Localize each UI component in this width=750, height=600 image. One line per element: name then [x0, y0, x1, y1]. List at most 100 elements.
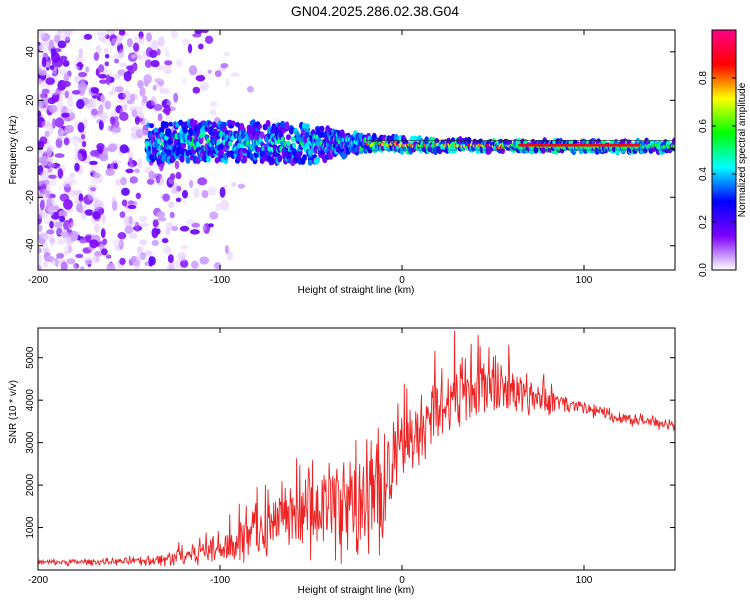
spectrogram-cell	[46, 229, 55, 235]
spectrogram-x-ticks: -200 -100 0 100	[28, 30, 593, 286]
spectrogram-cell	[111, 200, 118, 211]
spectrogram-cell	[54, 221, 64, 229]
spectrogram-cell	[164, 60, 173, 66]
spectrogram-cell	[38, 78, 43, 84]
spectrogram-cell	[66, 258, 76, 265]
spectrogram-cell	[150, 39, 160, 50]
spectrogram-cell	[636, 143, 641, 147]
spectrogram-cell	[230, 72, 240, 77]
spectrogram-cell	[96, 31, 105, 36]
spectrogram-cell	[57, 69, 68, 76]
spectrogram-cell	[118, 239, 124, 250]
spectrogram-cell	[117, 69, 126, 76]
spectrogram-cell	[177, 252, 187, 261]
spectrogram-cell	[79, 58, 87, 63]
spectrogram-cell	[52, 118, 57, 129]
spectrogram-cell	[224, 244, 229, 255]
y-tick-label: 5000	[25, 346, 36, 369]
spectrogram-cell	[139, 239, 148, 246]
spectrogram-cell	[111, 37, 121, 47]
spectrogram-cell	[137, 158, 142, 169]
spectrogram-cell	[79, 238, 87, 244]
spectrogram-cell	[49, 65, 55, 71]
x-tick-label: 100	[576, 275, 593, 286]
spectrogram-cell	[153, 104, 163, 111]
spectrogram-cell	[165, 50, 170, 58]
y-tick-label: 0	[25, 146, 36, 152]
spectrogram-cell	[63, 176, 74, 185]
spectrogram-cell	[50, 46, 56, 57]
spectrogram-cell	[114, 38, 123, 46]
spectrogram-cell	[221, 125, 227, 133]
spectrogram-cell	[61, 112, 70, 118]
x-tick-label: -100	[210, 575, 230, 586]
spectrogram-cell	[180, 259, 189, 268]
spectrogram-cell	[43, 220, 50, 225]
spectrogram-cell	[199, 256, 210, 265]
spectrogram-cell	[126, 99, 135, 105]
spectrogram-cell	[73, 75, 84, 84]
spectrogram-cell	[165, 222, 175, 231]
spectrogram-cell	[169, 173, 176, 181]
spectrogram-cell	[142, 124, 149, 136]
spectrogram-cell	[216, 139, 221, 146]
spectrogram-cell	[292, 142, 297, 149]
spectrogram-cell	[39, 157, 47, 164]
spectrogram-cell	[41, 88, 50, 95]
spectrogram-cell	[185, 156, 191, 164]
spectrogram-cell	[38, 30, 45, 40]
spectrogram-cell	[209, 109, 217, 115]
spectrogram-cell	[98, 73, 107, 79]
spectrogram-cell	[61, 231, 72, 240]
spectrogram-cell	[213, 262, 222, 270]
spectrogram-cell	[163, 245, 172, 255]
spectrogram-cell	[38, 164, 44, 176]
spectrogram-cell	[130, 132, 139, 140]
spectrogram-cell	[218, 148, 224, 157]
spectrogram-cell	[54, 34, 61, 41]
spectrogram-cell	[197, 177, 208, 186]
spectrogram-cell	[68, 112, 76, 121]
spectrogram-cell	[137, 54, 143, 61]
spectrogram-cell	[111, 126, 117, 135]
spectrogram-cell	[118, 30, 126, 36]
spectrogram-cell	[41, 120, 51, 128]
spectrogram-cell	[96, 143, 105, 151]
spectrogram-cell	[117, 232, 127, 240]
spectrogram-cell	[38, 44, 43, 50]
spectrogram-cell	[44, 190, 50, 195]
spectrogram-cell	[76, 54, 83, 62]
spectrogram-cell	[46, 145, 55, 152]
spectrogram-cell	[215, 202, 221, 212]
spectrogram-cell	[139, 222, 150, 227]
spectrogram-cell	[94, 200, 105, 210]
spectrogram-cell	[280, 120, 286, 128]
spectrogram-cell	[135, 192, 142, 200]
spectrogram-cell	[137, 80, 144, 89]
spectrogram-cell	[52, 68, 58, 74]
spectrogram-cell	[94, 223, 100, 233]
spectrogram-cell	[225, 78, 230, 87]
spectrogram-cell	[73, 200, 84, 205]
snr-series-line	[38, 330, 675, 567]
snr-marks	[38, 330, 675, 567]
spectrogram-cell	[179, 225, 190, 232]
spectrogram-cell	[55, 137, 63, 149]
spectrogram-cell	[131, 109, 138, 118]
spectrogram-cell	[117, 92, 126, 100]
spectrogram-cell	[41, 56, 47, 67]
colorbar-tick-label: 0.2	[698, 215, 709, 229]
spectrogram-cell	[80, 266, 85, 270]
y-tick-label: 4000	[25, 389, 36, 412]
spectrogram-cell	[161, 238, 169, 244]
spectrogram-cell	[114, 86, 124, 93]
spectrogram-cell	[181, 142, 187, 148]
spectrogram-cell	[40, 231, 49, 240]
y-tick-label: 20	[25, 94, 36, 106]
spectrogram-cell	[109, 33, 117, 44]
spectrogram-cell	[89, 149, 99, 157]
spectrogram-cell	[87, 184, 98, 191]
spectrogram-cell	[119, 111, 129, 122]
spectrogram-cell	[123, 103, 128, 110]
spectrogram-cell	[115, 105, 123, 114]
